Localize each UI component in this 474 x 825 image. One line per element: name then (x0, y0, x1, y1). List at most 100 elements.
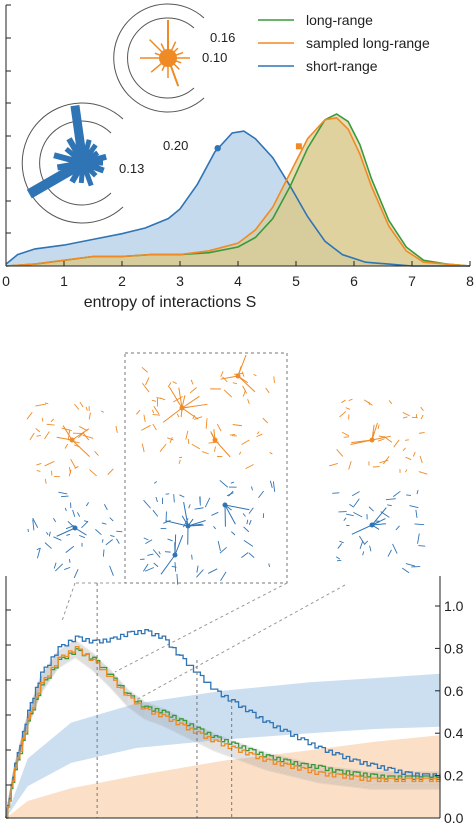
network-edge (163, 520, 171, 524)
network-edge (248, 507, 254, 514)
network-edge (238, 451, 242, 455)
network-hub (212, 437, 218, 443)
network-edge (158, 551, 161, 555)
network-edge (220, 371, 224, 377)
network-edge (187, 524, 204, 527)
network-edge (101, 522, 107, 525)
network-edge (61, 495, 69, 498)
network-edge (353, 498, 360, 507)
network-edge (219, 546, 227, 554)
polar-spokes (140, 20, 190, 87)
network-edge (143, 499, 151, 509)
polar-spoke (87, 162, 105, 174)
network-edge (341, 399, 346, 404)
network-edge (229, 433, 236, 436)
network-edge (230, 481, 235, 484)
network-edge (419, 455, 423, 464)
network-edge (79, 401, 84, 408)
network-edge (173, 494, 175, 503)
network-edge (219, 479, 229, 488)
zoom-connector (114, 582, 288, 673)
network-edge (392, 490, 401, 497)
network-edge (183, 501, 189, 527)
network-edge (171, 565, 177, 568)
network-edge (214, 439, 231, 458)
network-edge (176, 413, 180, 418)
network-edge (167, 437, 174, 441)
network-edge (143, 563, 149, 572)
series-sampled-long-range (6, 646, 441, 819)
network-edge (115, 425, 118, 433)
network-edge (82, 434, 94, 439)
right-y-tick-label: 0.4 (444, 725, 464, 741)
network-edge (102, 549, 105, 557)
network-edge (45, 402, 49, 405)
network-edge (262, 417, 269, 424)
network-edge (205, 418, 208, 429)
network-edge (141, 443, 145, 453)
network-edge (213, 446, 216, 452)
network-edge (343, 517, 347, 521)
network-edge (232, 424, 242, 427)
bottom-panel: 1.0 0.8 0.6 0.4 0.2 0.0 (5, 576, 464, 825)
density-markers (214, 143, 302, 152)
network-edge (35, 428, 41, 433)
network-edge (178, 459, 181, 464)
right-y-ticks: 1.0 0.8 0.6 0.4 0.2 0.0 (435, 598, 464, 825)
network-edge (415, 509, 418, 518)
network-edge (32, 517, 39, 528)
network-edge (46, 531, 49, 536)
network-edge (36, 470, 41, 472)
network-edge (241, 439, 250, 445)
network-edge (353, 512, 363, 518)
network-edge (107, 468, 114, 475)
network-edge (377, 438, 385, 442)
network-edge (339, 411, 347, 418)
network-edge (100, 410, 104, 413)
network-edge (231, 531, 236, 536)
marker-short-range (214, 145, 221, 152)
network-edge (44, 431, 50, 440)
legend: long-range sampled long-range short-rang… (258, 12, 430, 74)
network-edge (246, 519, 249, 525)
network-edge (172, 381, 177, 384)
network-edge (147, 553, 154, 556)
sample-trace (5, 644, 440, 819)
network-hub (185, 523, 191, 529)
area-sampled-long-range (6, 117, 470, 266)
polar-spoke (82, 139, 92, 158)
network-edge (71, 439, 90, 457)
network-edge (79, 426, 88, 432)
network-edge (76, 512, 81, 517)
network-edge (58, 491, 68, 495)
polar-spoke (53, 152, 78, 165)
network-edge (169, 437, 173, 444)
network-edge (145, 377, 150, 386)
network-edge (181, 395, 200, 409)
left-y-ticks (6, 609, 11, 786)
network-edge (165, 520, 189, 527)
network-edge (328, 462, 338, 467)
network-edge (181, 407, 199, 420)
network-edge (245, 464, 254, 470)
network-hub (369, 437, 375, 443)
network-edge (79, 534, 86, 539)
top-x-tick-label: 8 (466, 273, 474, 289)
network-edge (256, 431, 260, 435)
top-x-tick-label: 7 (408, 273, 416, 289)
network-edge (265, 387, 270, 394)
density-lines (5, 113, 471, 267)
network-edge (189, 387, 197, 394)
network-edge (418, 545, 426, 547)
polar-center-dot (74, 154, 92, 172)
network-edge (202, 451, 209, 455)
network-edge (167, 382, 172, 388)
network-edge (402, 416, 408, 419)
network-edge (248, 552, 255, 558)
network-edge (81, 520, 89, 529)
network-edge (153, 406, 160, 415)
network-edge (179, 494, 185, 498)
network-edge (362, 551, 365, 556)
network-edge (32, 519, 35, 531)
network-edge (152, 509, 159, 517)
